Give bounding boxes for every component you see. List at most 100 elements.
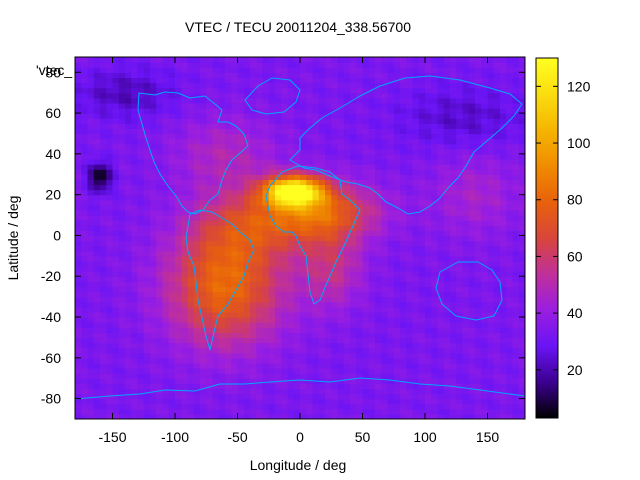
heatmap-cell — [293, 291, 301, 298]
heatmap-cell — [387, 332, 395, 339]
heatmap-cell — [325, 332, 332, 339]
heatmap-cell — [362, 128, 370, 135]
heatmap-cell — [437, 322, 445, 328]
heatmap-cell — [87, 311, 95, 318]
heatmap-cell — [456, 174, 464, 180]
heatmap-cell — [75, 393, 82, 400]
heatmap-cell — [287, 281, 295, 288]
heatmap-cell — [312, 179, 320, 186]
heatmap-cell — [431, 317, 439, 323]
heatmap-cell — [75, 189, 82, 196]
heatmap-cell — [462, 388, 470, 395]
heatmap-cell — [93, 413, 101, 419]
heatmap-cell — [500, 337, 507, 344]
heatmap-cell — [375, 225, 382, 231]
heatmap-cell — [187, 72, 195, 78]
heatmap-cell — [100, 347, 107, 354]
heatmap-cell — [450, 128, 457, 135]
heatmap-cell — [268, 388, 276, 395]
heatmap-cell — [343, 72, 351, 78]
heatmap-cell — [512, 107, 520, 114]
heatmap-cell — [168, 199, 176, 206]
heatmap-cell — [362, 378, 370, 384]
heatmap-cell — [225, 408, 232, 415]
heatmap-cell — [306, 107, 314, 114]
heatmap-cell — [368, 373, 376, 379]
heatmap-cell — [125, 209, 132, 216]
heatmap-cell — [337, 92, 345, 99]
heatmap-cell — [368, 225, 376, 231]
heatmap-cell — [175, 347, 182, 354]
heatmap-cell — [281, 306, 289, 313]
heatmap-cell — [475, 97, 482, 104]
heatmap-cell — [281, 148, 289, 155]
heatmap-cell — [156, 138, 164, 145]
heatmap-cell — [200, 148, 207, 155]
heatmap-cell — [387, 271, 395, 277]
heatmap-cell — [375, 357, 382, 364]
heatmap-cell — [193, 169, 201, 175]
heatmap-cell — [143, 332, 151, 339]
heatmap-cell — [137, 383, 145, 390]
heatmap-cell — [437, 67, 445, 73]
heatmap-cell — [493, 352, 501, 359]
heatmap-cell — [93, 220, 101, 226]
heatmap-cell — [362, 225, 370, 231]
heatmap-cell — [481, 413, 489, 419]
heatmap-cell — [506, 184, 514, 191]
heatmap-cell — [418, 403, 426, 410]
heatmap-cell — [450, 235, 457, 242]
heatmap-cell — [337, 413, 345, 419]
heatmap-cell — [500, 199, 507, 206]
heatmap-cell — [262, 215, 270, 221]
heatmap-cell — [75, 286, 82, 293]
heatmap-cell — [468, 107, 476, 114]
heatmap-cell — [181, 266, 189, 272]
heatmap-cell — [143, 174, 151, 180]
heatmap-cell — [218, 148, 226, 155]
heatmap-cell — [225, 362, 232, 369]
heatmap-cell — [162, 143, 170, 150]
heatmap-cell — [400, 337, 407, 344]
heatmap-cell — [100, 240, 107, 247]
heatmap-cell — [250, 230, 257, 237]
heatmap-cell — [406, 174, 414, 180]
heatmap-cell — [493, 118, 501, 124]
heatmap-cell — [256, 92, 264, 99]
heatmap-cell — [287, 164, 295, 170]
heatmap-cell — [162, 403, 170, 410]
heatmap-cell — [481, 194, 489, 201]
heatmap-cell — [450, 138, 457, 145]
heatmap-cell — [75, 342, 82, 349]
heatmap-cell — [437, 220, 445, 226]
heatmap-cell — [475, 408, 482, 415]
heatmap-cell — [112, 296, 120, 303]
heatmap-cell — [381, 230, 389, 237]
heatmap-cell — [75, 102, 82, 109]
heatmap-cell — [93, 357, 101, 364]
heatmap-cell — [193, 148, 201, 155]
heatmap-cell — [212, 194, 220, 201]
heatmap-cell — [187, 383, 195, 390]
heatmap-cell — [306, 291, 314, 298]
heatmap-cell — [368, 388, 376, 395]
heatmap-cell — [487, 250, 495, 257]
heatmap-cell — [225, 128, 232, 135]
heatmap-cell — [281, 102, 289, 109]
heatmap-cell — [93, 215, 101, 221]
heatmap-cell — [212, 276, 220, 282]
heatmap-cell — [218, 281, 226, 288]
heatmap-cell — [281, 322, 289, 328]
heatmap-cell — [400, 189, 407, 196]
heatmap-cell — [331, 189, 339, 196]
heatmap-cell — [300, 342, 307, 349]
heatmap-cell — [200, 317, 207, 323]
heatmap-cell — [256, 301, 264, 308]
heatmap-cell — [350, 393, 357, 400]
heatmap-cell — [493, 413, 501, 419]
heatmap-cell — [337, 72, 345, 78]
heatmap-cell — [137, 413, 145, 419]
heatmap-cell — [175, 169, 182, 175]
heatmap-cell — [356, 77, 364, 84]
heatmap-cell — [418, 342, 426, 349]
